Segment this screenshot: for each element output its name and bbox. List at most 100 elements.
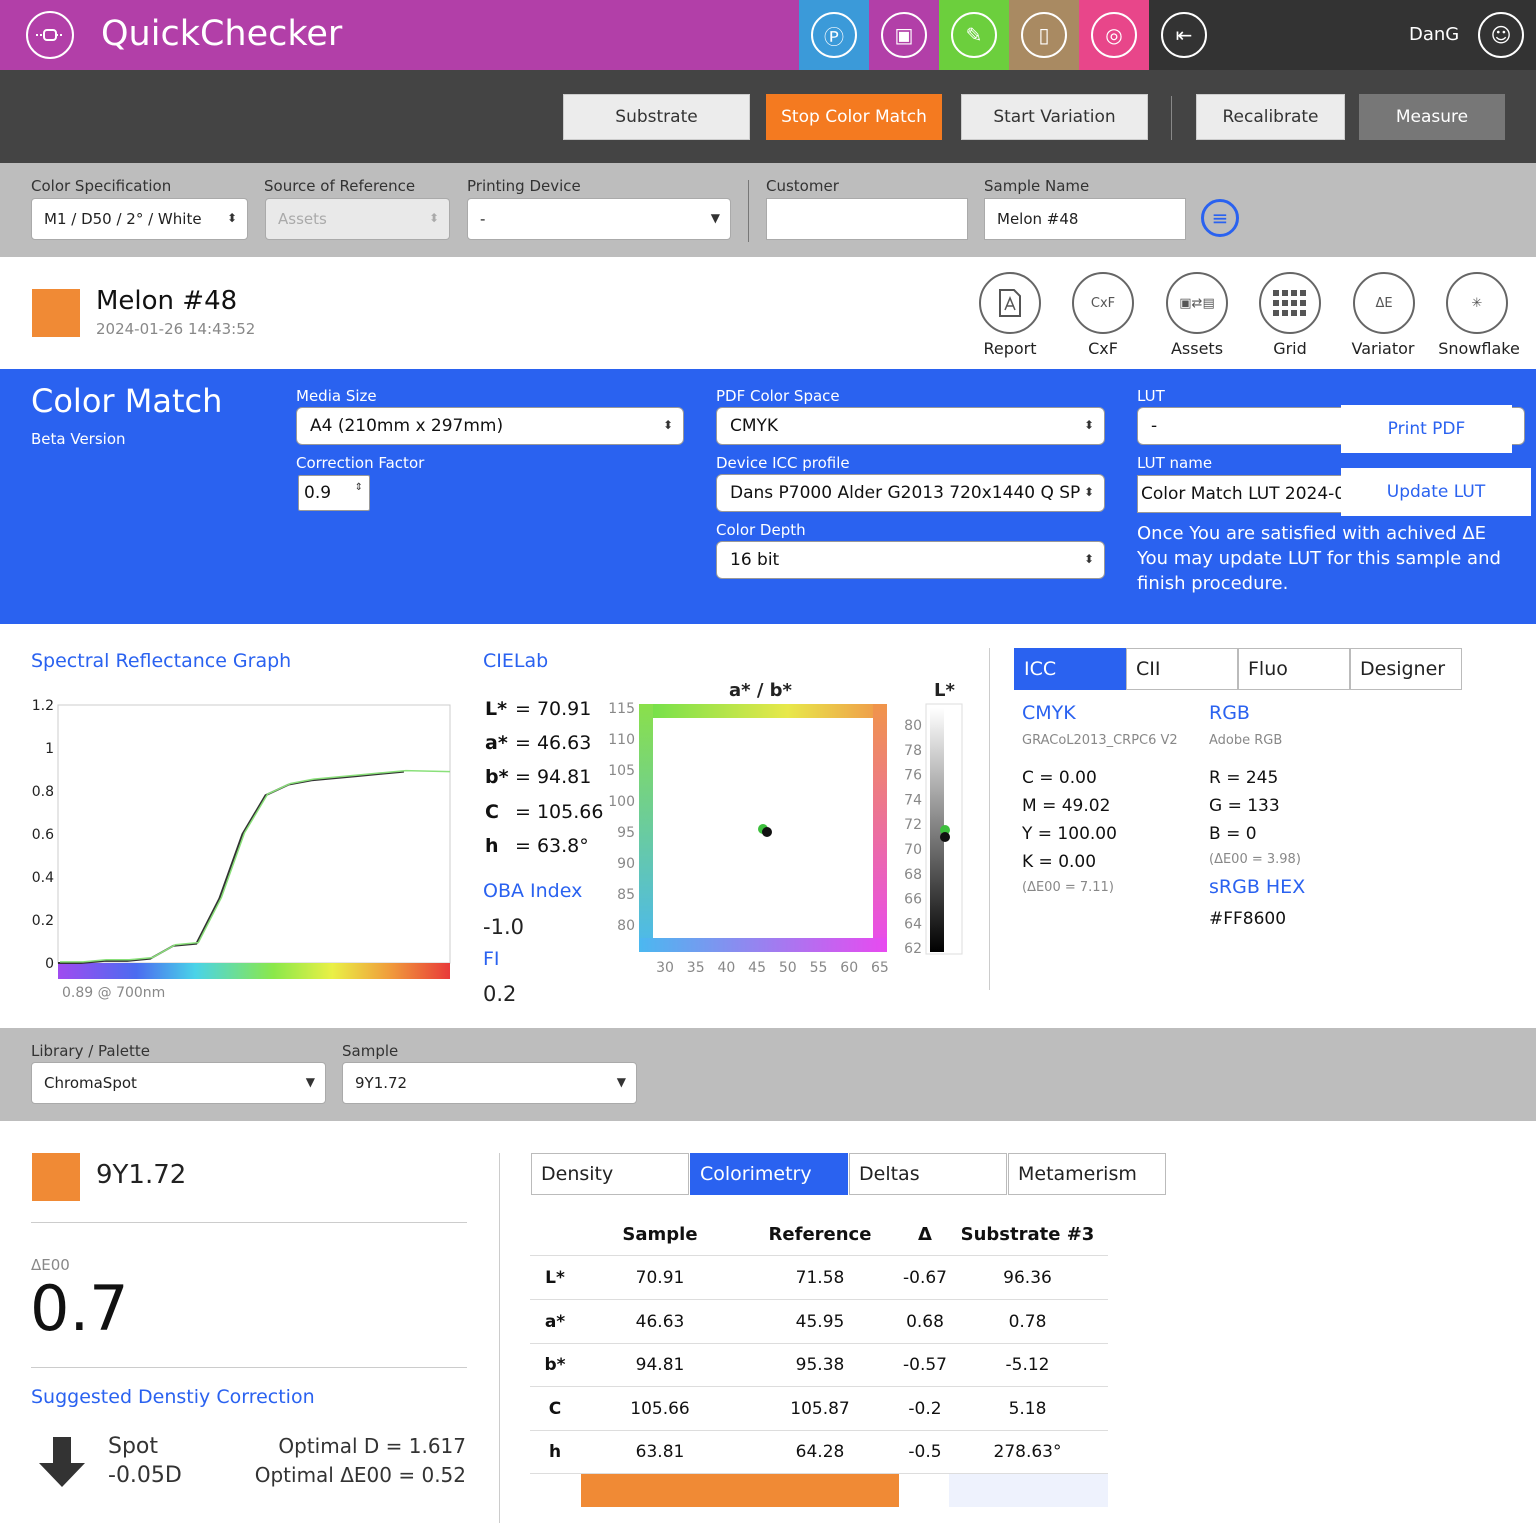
device-icon: ▣: [881, 12, 927, 58]
sample-name: Melon #48: [96, 286, 238, 316]
toolbar-divider: [1171, 96, 1172, 140]
pdf-icon[interactable]: [979, 272, 1041, 334]
table-cell: C: [548, 1398, 562, 1419]
a-label: a*: [485, 732, 508, 754]
target-icon: ◎: [1091, 12, 1137, 58]
list-icon[interactable]: ≡: [1201, 199, 1239, 237]
tab-colorimetry[interactable]: Colorimetry: [690, 1153, 848, 1195]
nav-device-button[interactable]: ▣: [869, 0, 939, 70]
table-row: h 63.81 64.28 -0.5 278.63°: [530, 1430, 1108, 1475]
tab-icc[interactable]: ICC: [1014, 648, 1126, 690]
library-sample-label: Sample: [342, 1042, 399, 1060]
ab-y-tick: 95: [617, 825, 635, 841]
a-value: = 46.63: [515, 732, 592, 754]
grid-icon[interactable]: [1259, 272, 1321, 334]
ab-x-tick: 60: [840, 960, 858, 976]
nav-p-button[interactable]: Ⓟ: [799, 0, 869, 70]
assets-icon[interactable]: ▣⇄▤: [1166, 272, 1228, 334]
sample-swatch: [32, 289, 80, 337]
tab-deltas[interactable]: Deltas: [849, 1153, 1007, 1195]
assets-label: Assets: [1170, 339, 1224, 358]
srgb-hex-value: #FF8600: [1209, 909, 1287, 929]
ab-y-tick: 80: [617, 918, 635, 934]
tab-density[interactable]: Density: [531, 1153, 689, 1195]
color-spec-select[interactable]: M1 / D50 / 2° / White ⬍: [31, 198, 248, 240]
tab-metamerism[interactable]: Metamerism: [1008, 1153, 1166, 1195]
start-variation-button[interactable]: Start Variation: [961, 94, 1148, 140]
nav-scanner-button[interactable]: ✎: [939, 0, 1009, 70]
cmyk-title: CMYK: [1022, 702, 1076, 724]
logout-button[interactable]: ⇤: [1149, 0, 1219, 70]
pdf-color-space-value: CMYK: [730, 416, 779, 436]
ab-chart: 115 110 105 100 95 90 85 80 30 35 40 45 50 55 60 65 80 78…: [608, 701, 963, 976]
source-label: Source of Reference: [264, 177, 416, 195]
variator-label: Variator: [1351, 339, 1415, 358]
nav-target-button[interactable]: ◎: [1079, 0, 1149, 70]
source-select[interactable]: Assets ⬍: [265, 198, 450, 240]
customer-input[interactable]: [766, 198, 968, 240]
cxf-icon[interactable]: CxF: [1072, 272, 1134, 334]
y-tick-label: 0.2: [32, 913, 54, 929]
snowflake-icon[interactable]: ✳: [1446, 272, 1508, 334]
l-reference-point: [940, 825, 950, 835]
ab-x-tick: 55: [810, 960, 828, 976]
y-tick-label: 0.4: [32, 870, 54, 886]
recalibrate-button[interactable]: Recalibrate: [1196, 94, 1345, 140]
pdf-color-space-select[interactable]: CMYK ⬍: [716, 407, 1105, 445]
table-cell: 95.38: [795, 1355, 845, 1376]
app-logo-icon[interactable]: [26, 11, 74, 59]
updown-icon: ⬍: [1083, 418, 1094, 432]
color-depth-select[interactable]: 16 bit ⬍: [716, 541, 1105, 579]
stepper-icon[interactable]: ⇕: [354, 482, 363, 493]
tab-designer[interactable]: Designer: [1350, 648, 1462, 690]
user-button[interactable]: ☺: [1466, 0, 1536, 70]
nav-document-button[interactable]: ▯: [1009, 0, 1079, 70]
tab-fluo[interactable]: Fluo: [1238, 648, 1350, 690]
l-tick: 78: [904, 743, 922, 759]
media-size-label: Media Size: [296, 387, 377, 405]
oba-index-label[interactable]: OBA Index: [483, 880, 583, 902]
col-substrate: Substrate #3: [960, 1224, 1095, 1245]
l-chart-title: L*: [934, 680, 955, 701]
library-select[interactable]: ChromaSpot ▼: [31, 1062, 326, 1104]
device-icc-select[interactable]: Dans P7000 Alder G2013 720x1440 Q SP ⬍: [716, 474, 1105, 512]
correction-factor-value: 0.9: [304, 483, 332, 503]
table-cell: 70.91: [635, 1268, 685, 1288]
media-size-select[interactable]: A4 (210mm x 297mm) ⬍: [296, 407, 684, 445]
update-lut-button[interactable]: Update LUT: [1341, 468, 1531, 516]
cmyk-c: C = 0.00: [1022, 768, 1097, 788]
print-pdf-button[interactable]: Print PDF: [1341, 405, 1512, 453]
correction-factor-input[interactable]: 0.9 ⇕: [298, 475, 370, 511]
p-icon: Ⓟ: [811, 12, 857, 58]
spectral-title[interactable]: Spectral Reflectance Graph: [31, 650, 292, 672]
stop-color-match-button[interactable]: Stop Color Match: [766, 94, 942, 140]
updown-icon: ⬍: [1083, 552, 1094, 566]
fi-label[interactable]: FI: [483, 948, 500, 970]
ab-x-tick: 40: [717, 960, 735, 976]
substrate-button[interactable]: Substrate: [563, 94, 750, 140]
sample-name-input[interactable]: Melon #48: [984, 198, 1186, 240]
color-match-title: Color Match: [31, 382, 223, 420]
ab-x-tick: 50: [779, 960, 797, 976]
cmyk-k: K = 0.00: [1022, 852, 1097, 872]
updown-icon: ⬍: [662, 418, 673, 432]
library-value: ChromaSpot: [44, 1074, 137, 1092]
sample-date: 2024-01-26 14:43:52: [96, 320, 256, 338]
l-scale-bar: [930, 708, 944, 952]
spectral-chart: 1.2 1 0.8 0.6 0.4 0.2 0: [32, 698, 451, 979]
device-select[interactable]: - ▼: [467, 198, 731, 240]
oba-index-value: -1.0: [483, 915, 524, 939]
lut-value: -: [1151, 416, 1158, 436]
l-tick: 64: [904, 916, 922, 932]
l-tick: 76: [904, 768, 922, 784]
document-icon: ▯: [1021, 12, 1067, 58]
table-cell: 0.68: [906, 1311, 944, 1332]
cielab-title[interactable]: CIELab: [483, 650, 549, 672]
variator-icon[interactable]: ΔE: [1353, 272, 1415, 334]
measure-button[interactable]: Measure: [1359, 94, 1505, 140]
library-sample-select[interactable]: 9Y1.72 ▼: [342, 1062, 637, 1104]
table-cell: h: [548, 1442, 562, 1463]
tab-cii[interactable]: CII: [1126, 648, 1238, 690]
app-title: QuickChecker: [101, 14, 343, 54]
table-row: L* 70.91 71.58 -0.67 96.36: [530, 1256, 1108, 1300]
